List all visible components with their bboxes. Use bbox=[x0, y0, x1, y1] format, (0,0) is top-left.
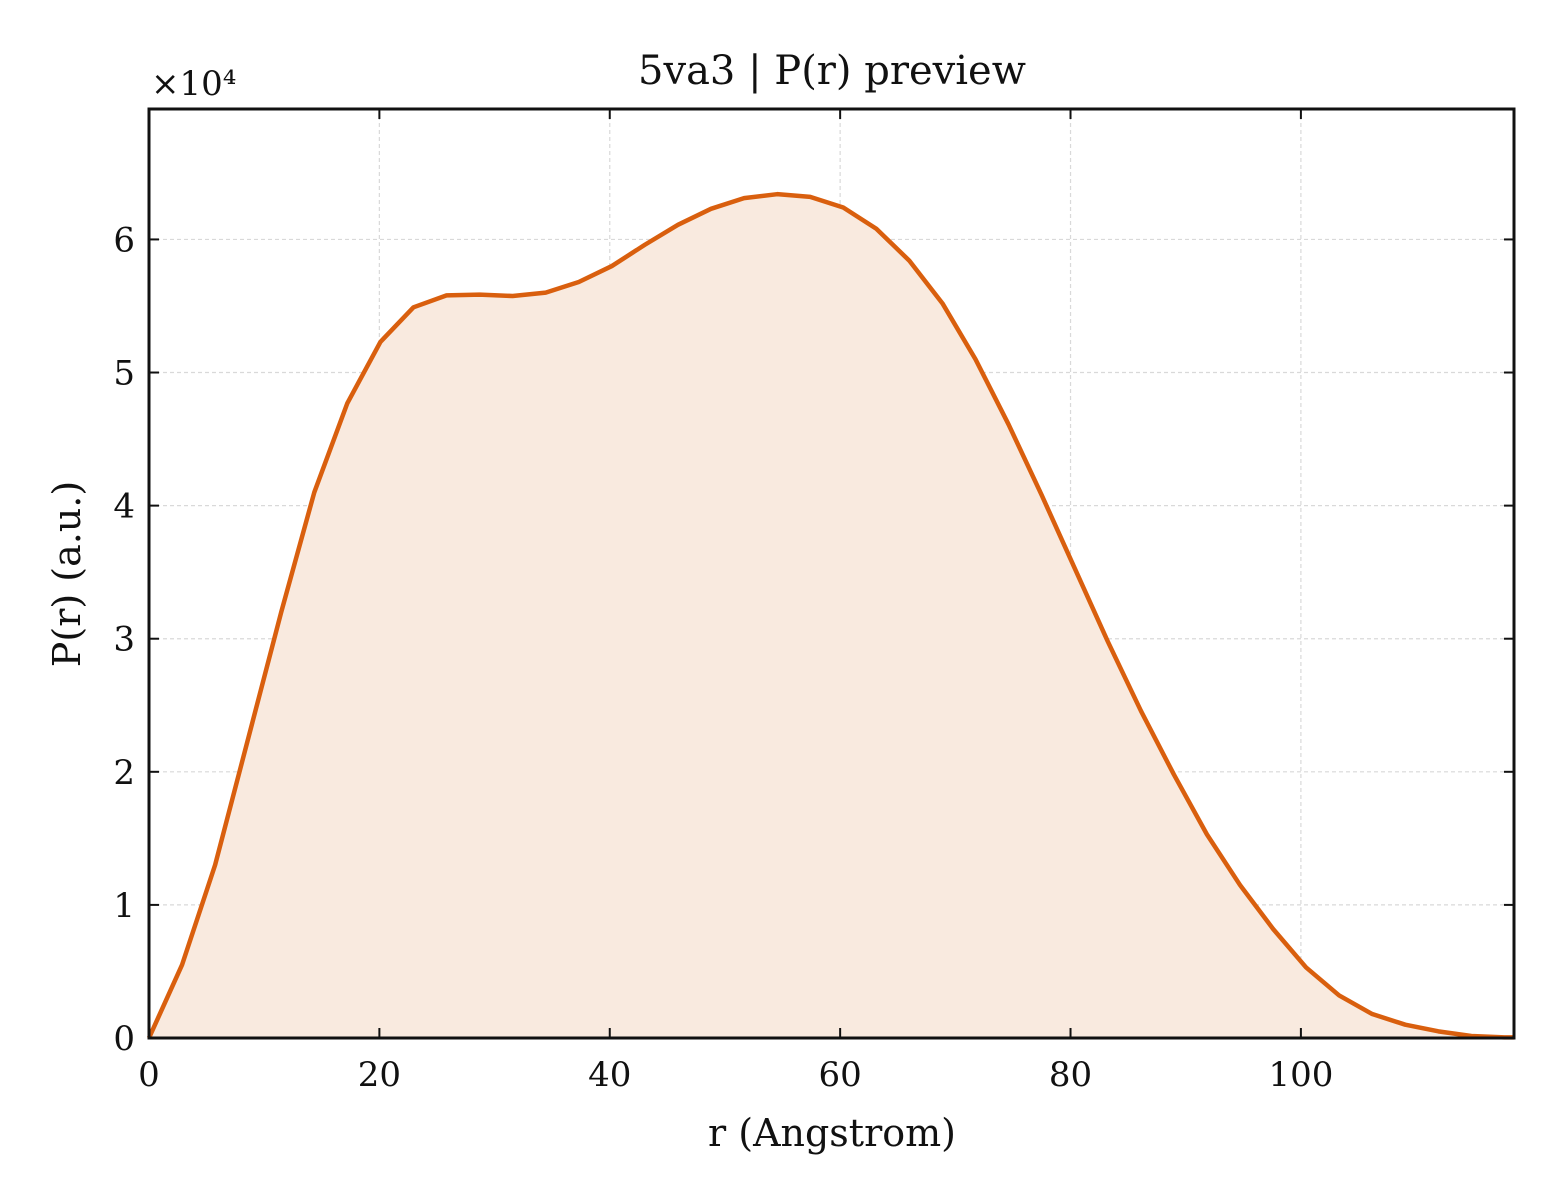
x-tick-label: 100 bbox=[1268, 1055, 1333, 1095]
y-tick-label: 2 bbox=[113, 753, 135, 793]
x-tick-label: 40 bbox=[588, 1055, 631, 1095]
y-tick-label: 3 bbox=[113, 620, 135, 660]
y-axis-ticks: 0 1 2 3 4 5 6 bbox=[113, 220, 1514, 1059]
y-tick-label: 5 bbox=[113, 354, 135, 394]
area-fill bbox=[149, 194, 1514, 1038]
y-axis-label: P(r) (a.u.) bbox=[45, 481, 89, 667]
x-tick-label: 60 bbox=[819, 1055, 862, 1095]
y-tick-label: 6 bbox=[113, 220, 135, 260]
plot-frame bbox=[147, 107, 1516, 1040]
chart-title: 5va3 | P(r) preview bbox=[638, 48, 1026, 94]
y-tick-label: 4 bbox=[113, 487, 135, 527]
pr-curve-line bbox=[146, 191, 1514, 1040]
y-axis-scale-label: ×10⁴ bbox=[151, 64, 236, 104]
x-tick-label: 80 bbox=[1049, 1055, 1092, 1095]
y-tick-label: 1 bbox=[113, 886, 135, 926]
x-tick-label: 0 bbox=[138, 1055, 160, 1095]
y-tick-label: 0 bbox=[113, 1019, 135, 1059]
x-tick-label: 20 bbox=[358, 1055, 401, 1095]
x-axis-label: r (Angstrom) bbox=[708, 1111, 956, 1155]
x-axis-ticks: 0 20 40 60 80 100 bbox=[138, 109, 1333, 1095]
